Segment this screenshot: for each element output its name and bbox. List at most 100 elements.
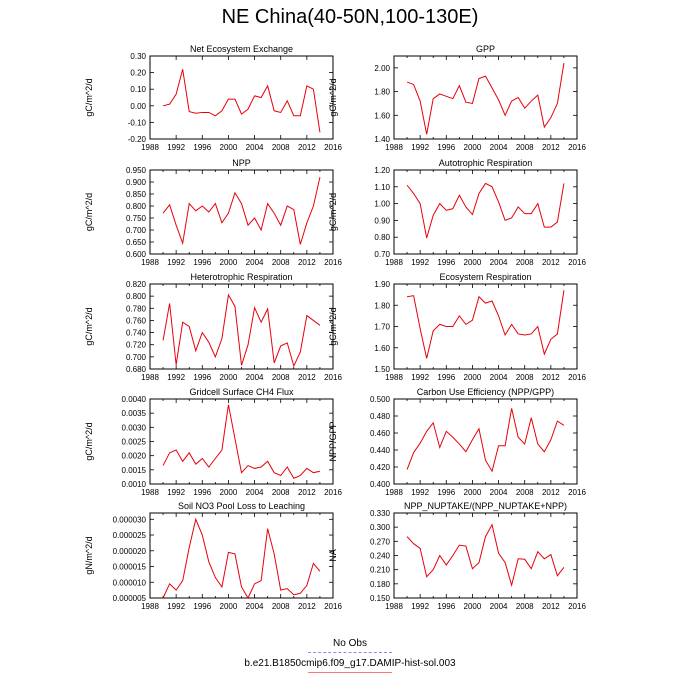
y-tick-label: 0.0040 (122, 395, 147, 404)
series-line-0 (406, 408, 565, 473)
y-tick-label: 0.80 (374, 233, 390, 242)
x-tick-label: 2012 (298, 602, 316, 611)
y-tick-label: 1.80 (374, 88, 390, 97)
x-tick-label: 1996 (437, 602, 455, 611)
chart-panel-0: Net Ecosystem Exchange gC/m^2/d 1988 1992 19… (84, 44, 342, 152)
y-tick-label: 0.210 (370, 566, 391, 575)
x-tick-label: 2016 (568, 488, 586, 497)
y-axis-label: gC/m^2/d (84, 307, 94, 345)
chart-panel-4: Heterotrophic Respiration gC/m^2/d 1988 199… (84, 272, 342, 382)
y-tick-label: 0.650 (126, 238, 147, 247)
x-tick-label: 1992 (167, 602, 185, 611)
x-tick-label: 2004 (490, 373, 508, 382)
x-tick-label: 1988 (141, 143, 159, 152)
y-axis-label: gC/m^2/d (328, 193, 338, 231)
main-title: NE China(40-50N,100-130E) (221, 6, 479, 28)
x-tick-label: 1992 (411, 373, 429, 382)
y-tick-label: -0.20 (128, 135, 147, 144)
chart-panel-6: Gridcell Surface CH4 Flux gC/m^2/d 1988 199… (84, 387, 342, 497)
x-tick-label: 1988 (141, 602, 159, 611)
x-tick-label: 1992 (167, 258, 185, 267)
x-tick-label: 2004 (490, 488, 508, 497)
y-tick-label: 0.740 (126, 329, 147, 338)
x-tick-label: 2016 (568, 373, 586, 382)
chart-title: GPP (476, 44, 495, 54)
y-tick-label: 0.0035 (122, 409, 147, 418)
legend-line-no-obs (308, 652, 392, 653)
x-tick-label: 1988 (385, 258, 403, 267)
x-tick-label: 1992 (167, 143, 185, 152)
plot-frame (393, 55, 578, 140)
y-axis-label: gC/m^2/d (84, 78, 94, 116)
x-tick-label: 2000 (220, 258, 238, 267)
x-tick-label: 1988 (141, 373, 159, 382)
y-tick-label: 0.150 (370, 594, 391, 603)
y-tick-label: 0.950 (126, 166, 147, 175)
x-tick-label: 1988 (385, 602, 403, 611)
y-tick-label: 1.10 (374, 183, 390, 192)
plot-frame (149, 169, 334, 255)
x-tick-label: 1996 (437, 143, 455, 152)
x-tick-label: 2012 (298, 258, 316, 267)
x-tick-label: 2012 (542, 258, 560, 267)
y-axis-label: gN/m^2/d (84, 536, 94, 574)
y-tick-label: 0.420 (370, 463, 391, 472)
x-tick-label: 2000 (220, 602, 238, 611)
y-axis-label: NA (328, 549, 338, 562)
x-tick-label: 2016 (568, 602, 586, 611)
x-tick-label: 2000 (464, 143, 482, 152)
x-tick-label: 2008 (516, 602, 534, 611)
y-axis-label: NPP/GPP (328, 421, 338, 461)
x-tick-label: 2000 (464, 488, 482, 497)
y-tick-label: 0.330 (370, 509, 391, 518)
y-tick-label: 1.20 (374, 166, 390, 175)
y-tick-label: 0.270 (370, 537, 391, 546)
x-tick-label: 2008 (272, 258, 290, 267)
x-tick-label: 2012 (298, 373, 316, 382)
y-tick-label: 0.0025 (122, 438, 147, 447)
x-tick-label: 1988 (385, 488, 403, 497)
series-line-0 (162, 517, 321, 600)
chart-title: Gridcell Surface CH4 Flux (189, 387, 294, 397)
y-tick-label: 0.30 (130, 52, 146, 61)
x-tick-label: 2016 (568, 258, 586, 267)
x-tick-label: 2004 (246, 373, 264, 382)
y-tick-label: -0.10 (128, 118, 147, 127)
x-tick-label: 2012 (542, 488, 560, 497)
legend-label-no-obs: No Obs (333, 638, 367, 649)
plot-frame (149, 55, 334, 140)
chart-panel-2: NPP gC/m^2/d 1988 1992 1996 2000 2004 2008 2012 2… (84, 158, 342, 267)
chart-panel-1: GPP gC/m^2/d 1988 1992 1996 2000 2004 2008 2012 2… (328, 44, 586, 152)
x-tick-label: 2000 (220, 143, 238, 152)
y-tick-label: 0.000005 (113, 594, 147, 603)
series-line-0 (162, 404, 321, 479)
legend-line-simulation (308, 672, 392, 673)
y-tick-label: 0.500 (370, 395, 391, 404)
x-tick-label: 2008 (272, 143, 290, 152)
chart-panel-7: Carbon Use Efficiency (NPP/GPP) NPP/GPP 19… (328, 387, 586, 497)
x-tick-label: 2008 (516, 488, 534, 497)
x-tick-label: 2008 (516, 143, 534, 152)
chart-panel-8: Soil NO3 Pool Loss to Leaching gN/m^2/d 19… (84, 501, 342, 611)
x-tick-label: 1996 (193, 488, 211, 497)
x-tick-label: 1996 (437, 488, 455, 497)
y-tick-label: 0.300 (370, 523, 391, 532)
chart-title: Ecosystem Respiration (439, 272, 531, 282)
x-tick-label: 2000 (220, 373, 238, 382)
x-tick-label: 2004 (246, 258, 264, 267)
x-tick-label: 2004 (246, 143, 264, 152)
y-tick-label: 0.700 (126, 226, 147, 235)
y-axis-label: gC/m^2/d (84, 422, 94, 460)
x-tick-label: 1992 (411, 143, 429, 152)
x-tick-label: 2008 (272, 373, 290, 382)
x-tick-label: 2008 (516, 258, 534, 267)
x-tick-label: 1988 (385, 143, 403, 152)
x-tick-label: 2016 (324, 258, 342, 267)
y-tick-label: 0.680 (126, 365, 147, 374)
x-tick-label: 2012 (298, 143, 316, 152)
y-tick-label: 1.60 (374, 111, 390, 120)
x-tick-label: 1996 (193, 602, 211, 611)
chart-panel-5: Ecosystem Respiration gC/m^2/d 1988 1992 199… (328, 272, 586, 382)
x-tick-label: 2012 (542, 602, 560, 611)
y-tick-label: 0.800 (126, 292, 147, 301)
